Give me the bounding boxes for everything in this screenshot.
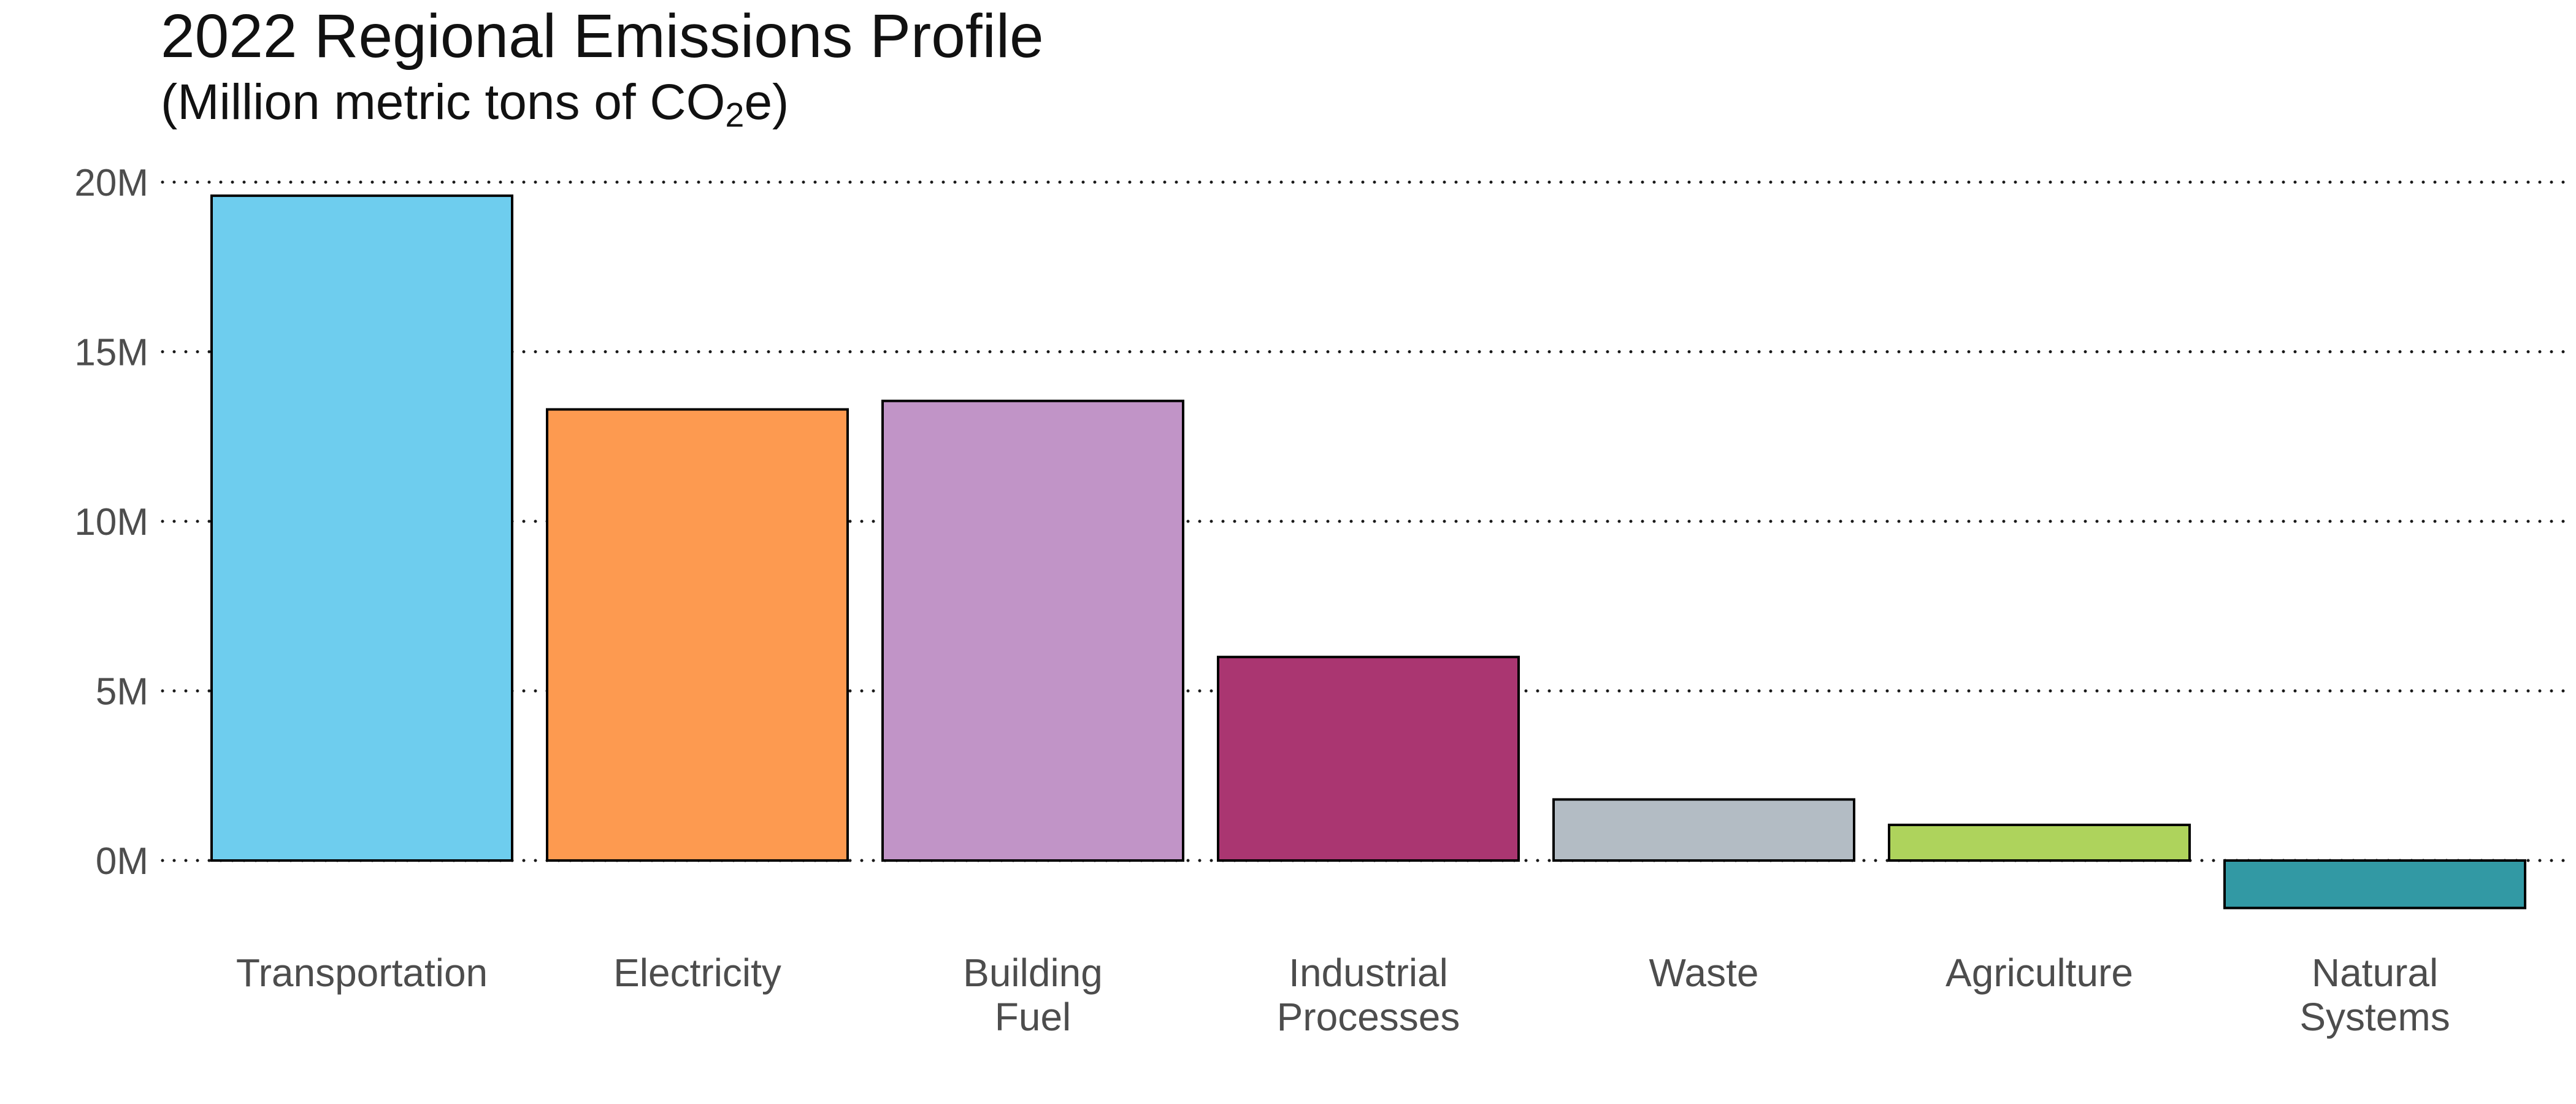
bar: [546, 408, 849, 862]
y-tick-label: 0M: [96, 840, 148, 883]
x-tick-label: Agriculture: [1945, 951, 2133, 995]
x-tick-label: Transportation: [236, 951, 488, 995]
x-axis-tick-labels: Transportation Electricity Building Fuel Ind…: [236, 951, 2450, 1039]
bar: [2223, 859, 2526, 910]
x-tick-label-line: Agriculture: [1945, 951, 2133, 995]
x-tick-label: Waste: [1649, 951, 1759, 995]
chart-title: 2022 Regional Emissions Profile: [161, 2, 1044, 71]
x-tick-label-line: Systems: [2299, 995, 2450, 1039]
y-tick-label: 15M: [74, 332, 148, 374]
x-tick-label-line: Waste: [1649, 951, 1759, 995]
y-tick-label: 10M: [74, 501, 148, 543]
x-tick-label: Building Fuel: [963, 951, 1103, 1039]
bar: [881, 399, 1184, 862]
chart-subtitle: (Million metric tons of CO2e): [161, 72, 789, 132]
y-tick-label: 5M: [96, 671, 148, 713]
y-tick-label: 20M: [74, 162, 148, 204]
x-tick-label-line: Transportation: [236, 951, 488, 995]
x-tick-label: Electricity: [613, 951, 781, 995]
y-axis-tick-labels: 0M 5M 10M 15M 20M: [74, 162, 148, 883]
bar: [1217, 656, 1520, 862]
x-tick-label-line: Electricity: [613, 951, 781, 995]
subtitle-text: (Million metric tons of CO: [161, 74, 726, 130]
bar: [1888, 823, 2191, 862]
x-tick-label-line: Industrial: [1289, 951, 1448, 995]
subtitle-suffix: e): [744, 74, 789, 130]
x-tick-label-line: Fuel: [995, 995, 1071, 1039]
bars: [210, 194, 2526, 910]
x-tick-label: Industrial Processes: [1277, 951, 1460, 1039]
x-tick-label-line: Building: [963, 951, 1103, 995]
bar: [210, 194, 513, 862]
x-tick-label: Natural Systems: [2299, 951, 2450, 1039]
subtitle-subscript: 2: [725, 96, 745, 134]
x-tick-label-line: Processes: [1277, 995, 1460, 1039]
x-tick-label-line: Natural: [2312, 951, 2438, 995]
bar: [1552, 798, 1855, 862]
